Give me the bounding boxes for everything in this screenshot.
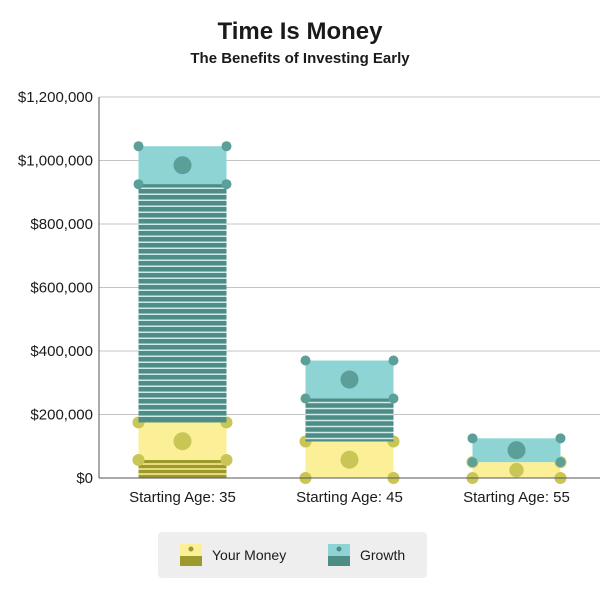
- y-tick-label: $1,000,000: [18, 153, 93, 170]
- bar-growth-corner: [467, 457, 478, 468]
- bar-your-money-corner: [220, 454, 233, 466]
- bar-growth-corner: [133, 141, 144, 152]
- bar-growth-corner: [388, 393, 399, 404]
- legend-item-growth: Growth: [328, 544, 405, 566]
- chart-legend: Your Money Growth: [158, 532, 427, 578]
- y-tick-label: $1,200,000: [18, 89, 93, 106]
- dollar-bill-icon: [328, 544, 350, 566]
- chart-title: Time Is Money: [217, 18, 383, 45]
- bar-growth-corner: [300, 355, 311, 366]
- x-tick-label: Starting Age: 45: [296, 489, 403, 506]
- legend-item-your-money: Your Money: [180, 544, 286, 566]
- y-tick-label: $600,000: [30, 280, 93, 297]
- bar-growth-corner: [388, 355, 399, 366]
- y-tick-label: $800,000: [30, 216, 93, 233]
- bar-your-money-coin: [173, 432, 192, 451]
- bar-your-money-coin: [340, 450, 359, 469]
- your-money-swatch-icon: [180, 544, 202, 566]
- chart-plot-area: $0 $200,000 $400,000 $600,000 $800,000 $1,000…: [18, 89, 600, 506]
- chart-subtitle: The Benefits of Investing Early: [190, 50, 410, 67]
- legend-label-growth: Growth: [360, 547, 406, 563]
- y-tick-label: $200,000: [30, 407, 93, 424]
- legend-label-your-money: Your Money: [212, 547, 287, 563]
- x-tick-label: Starting Age: 55: [463, 489, 570, 506]
- growth-swatch-icon: [328, 544, 350, 566]
- dollar-bill-icon: [180, 544, 202, 566]
- bar-growth-coin: [340, 370, 359, 389]
- bar-growth-corner: [555, 457, 566, 468]
- bar-growth-corner: [221, 141, 232, 152]
- x-tick-label: Starting Age: 35: [129, 489, 236, 506]
- bar-growth-corner: [221, 179, 232, 190]
- bar-growth-corner: [133, 179, 144, 190]
- bar-growth-corner: [300, 393, 311, 404]
- y-tick-label: $400,000: [30, 343, 93, 360]
- bar-your-money-coin: [509, 462, 524, 478]
- bar-your-money-corner: [132, 454, 145, 466]
- bar-growth-coin: [173, 156, 192, 175]
- bar-growth-coin: [507, 441, 526, 460]
- bar-growth-corner: [467, 433, 478, 444]
- bar-growth-corner: [555, 433, 566, 444]
- y-tick-label: $0: [76, 470, 93, 487]
